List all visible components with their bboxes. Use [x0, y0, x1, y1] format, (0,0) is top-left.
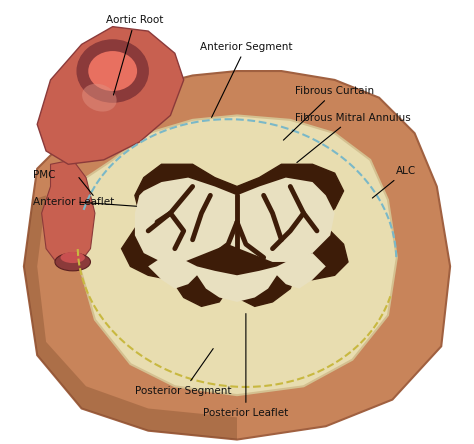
Text: Posterior Leaflet: Posterior Leaflet [203, 313, 289, 418]
Text: PMC: PMC [33, 170, 55, 180]
Text: Anterior Segment: Anterior Segment [200, 42, 292, 117]
Text: ALC: ALC [373, 166, 416, 198]
Text: Fibrous Curtain: Fibrous Curtain [283, 86, 374, 140]
Text: Posterior Segment: Posterior Segment [136, 349, 232, 396]
Ellipse shape [82, 84, 117, 111]
Text: Anterior Leaflet: Anterior Leaflet [33, 197, 114, 207]
Ellipse shape [77, 40, 148, 102]
Polygon shape [135, 178, 335, 262]
Polygon shape [24, 195, 237, 440]
Polygon shape [42, 160, 95, 266]
Text: Fibrous Mitral Annulus: Fibrous Mitral Annulus [294, 113, 410, 163]
Polygon shape [37, 27, 184, 164]
Text: Aortic Root: Aortic Root [106, 15, 164, 95]
Polygon shape [121, 164, 348, 306]
Polygon shape [77, 115, 397, 395]
Ellipse shape [88, 51, 137, 91]
Polygon shape [148, 253, 326, 302]
Ellipse shape [55, 253, 91, 271]
Polygon shape [24, 71, 450, 440]
Ellipse shape [61, 252, 85, 263]
